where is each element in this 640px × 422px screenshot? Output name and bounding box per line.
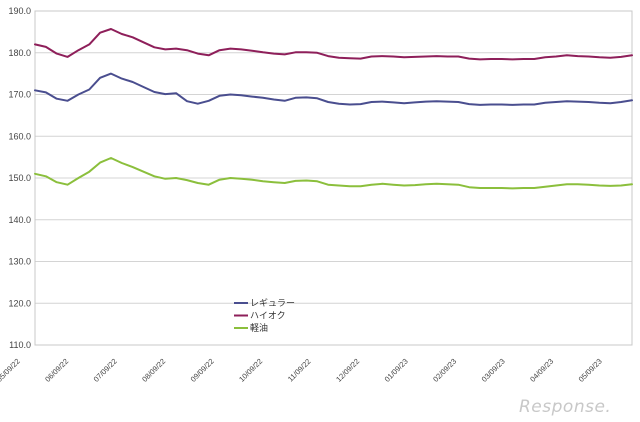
watermark-text: Response.: [519, 397, 611, 417]
y-axis-ticks: 190.0 180.0 170.0 160.0 150.0 140.0 130.0 120.0…: [8, 6, 31, 350]
series-lines: [34, 28, 633, 190]
y-tick-label: 150.0: [8, 173, 31, 183]
y-tick-label: 110.0: [9, 340, 31, 350]
y-tick-label: 180.0: [8, 48, 31, 58]
legend-label: 軽油: [250, 322, 268, 333]
series-line-0: [34, 72, 633, 106]
y-tick-label: 190.0: [8, 6, 31, 16]
legend-label: レギュラー: [250, 298, 295, 308]
y-tick-label: 170.0: [8, 90, 31, 100]
series-line-2: [34, 157, 633, 190]
y-tick-label: 120.0: [8, 298, 31, 308]
plot-border: [34, 10, 633, 346]
y-tick-label: 140.0: [8, 215, 31, 225]
response-watermark: Response.: [519, 397, 611, 417]
series-line-1: [34, 28, 633, 61]
legend-label: ハイオク: [250, 311, 286, 321]
plot-frame: [34, 10, 633, 346]
y-tick-label: 160.0: [8, 131, 31, 141]
y-tick-label: 130.0: [8, 257, 31, 267]
